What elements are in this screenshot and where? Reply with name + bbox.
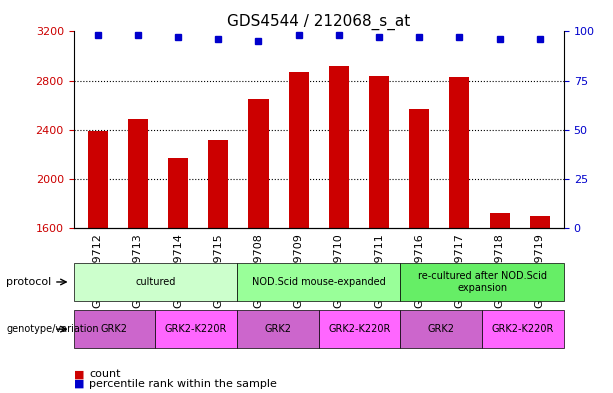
Bar [449,77,470,228]
Text: GRK2-K220R: GRK2-K220R [492,324,554,334]
Bar [88,131,108,228]
Text: GRK2-K220R: GRK2-K220R [329,324,391,334]
Text: GRK2: GRK2 [101,324,128,334]
Text: count: count [89,369,120,379]
Bar [530,216,550,228]
Text: ■: ■ [74,379,84,389]
Bar [289,72,309,228]
Text: protocol: protocol [6,277,51,287]
Text: re-cultured after NOD.Scid
expansion: re-cultured after NOD.Scid expansion [417,271,547,293]
Bar [329,66,349,228]
Bar [128,119,148,228]
Text: GRK2: GRK2 [428,324,455,334]
Text: percentile rank within the sample: percentile rank within the sample [89,379,276,389]
Bar [208,140,228,228]
Title: GDS4544 / 212068_s_at: GDS4544 / 212068_s_at [227,14,410,30]
Text: GRK2: GRK2 [264,324,291,334]
Text: genotype/variation: genotype/variation [6,324,99,334]
Text: NOD.Scid mouse-expanded: NOD.Scid mouse-expanded [252,277,386,287]
Bar [168,158,188,228]
Text: GRK2-K220R: GRK2-K220R [165,324,227,334]
Bar [248,99,268,228]
Bar [490,213,509,228]
Text: ■: ■ [74,369,84,379]
Bar [409,109,429,228]
Bar [369,75,389,228]
Text: cultured: cultured [135,277,175,287]
